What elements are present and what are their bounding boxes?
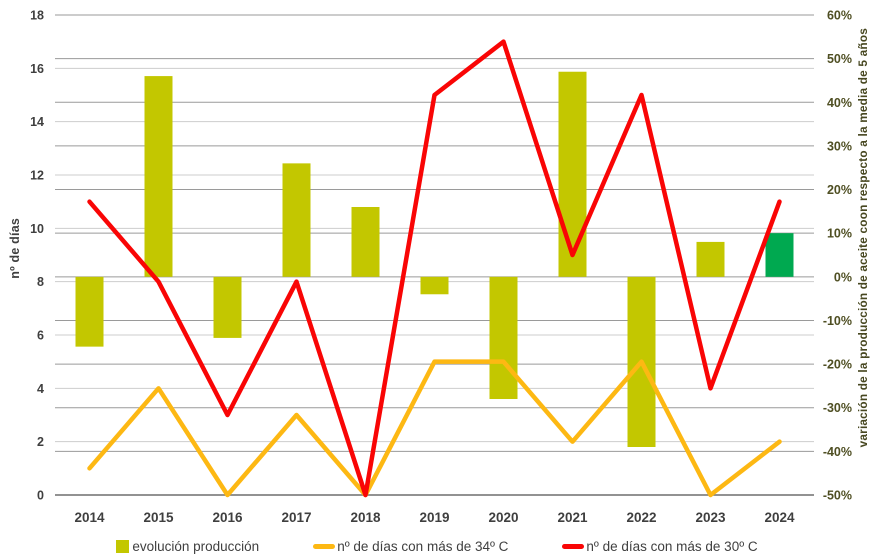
red-line-swatch-icon — [562, 544, 585, 549]
bar-2019 — [420, 276, 449, 295]
bar-2018 — [351, 207, 380, 277]
right-axis-tick: 10% — [827, 227, 852, 241]
right-axis-tick: -20% — [823, 358, 852, 372]
left-axis-tick: 6 — [37, 329, 44, 343]
bar-2016 — [213, 276, 242, 338]
legend-item-dias-34: nº de días con más de 34º C — [313, 539, 508, 554]
bar-2021 — [558, 71, 587, 277]
legend-item-produccion: evolución producción — [116, 539, 259, 554]
left-axis-tick: 4 — [37, 382, 44, 396]
legend-label-produccion: evolución producción — [132, 539, 260, 554]
line-series-dias-30 — [87, 39, 782, 498]
bar-2015 — [144, 76, 173, 277]
bar-2017 — [282, 163, 311, 277]
bar-2020 — [489, 276, 518, 399]
right-axis-tick: 40% — [827, 96, 852, 110]
x-axis-tick-2020: 2020 — [488, 510, 518, 525]
left-axis-title: nº de días — [8, 218, 22, 279]
legend: evolución producción nº de días con más … — [0, 539, 874, 554]
x-axis-tick-2015: 2015 — [143, 510, 174, 525]
x-axis-tick-2018: 2018 — [350, 510, 381, 525]
left-axis-tick: 8 — [37, 275, 44, 289]
bar-2023 — [696, 241, 725, 277]
right-axis-tick: -10% — [823, 314, 852, 328]
x-axis-tick-2023: 2023 — [695, 510, 726, 525]
left-axis-tick: 10 — [30, 222, 44, 236]
x-axis-tick-2019: 2019 — [419, 510, 449, 525]
right-axis-tick: -40% — [823, 445, 852, 459]
right-axis-tick: -50% — [823, 489, 852, 503]
line-series-dias-34 — [87, 359, 782, 498]
left-axis-tick: 16 — [30, 62, 44, 76]
right-axis-tick: -30% — [823, 401, 852, 415]
bar-2014 — [75, 276, 104, 347]
x-axis-tick-2024: 2024 — [764, 510, 795, 525]
x-axis-tick-2021: 2021 — [557, 510, 588, 525]
plot-area: 0 2 4 6 8 10 12 14 16 18 -50% -40% -30% -20% -10% 0% 10%… — [30, 9, 852, 526]
bar-2024 — [765, 233, 794, 277]
right-axis-tick: 60% — [827, 9, 852, 23]
left-axis-tick: 18 — [30, 9, 44, 23]
orange-line-swatch-icon — [313, 544, 336, 549]
bar-swatch-icon — [116, 540, 130, 553]
right-axis-tick: 30% — [827, 139, 852, 153]
legend-label-dias-34: nº de días con más de 34º C — [337, 539, 509, 554]
right-axis-title: variación de la producción de aceite coo… — [856, 28, 870, 448]
x-axis-tick-2017: 2017 — [281, 510, 311, 525]
left-axis-tick: 12 — [30, 169, 44, 183]
left-axis-tick: 2 — [37, 435, 44, 449]
legend-item-dias-30: nº de días con más de 30º C — [562, 539, 758, 554]
legend-label-dias-30: nº de días con más de 30º C — [586, 539, 758, 554]
x-axis-tick-2016: 2016 — [212, 510, 243, 525]
right-axis-tick: 50% — [827, 52, 852, 66]
left-axis-tick: 0 — [37, 489, 44, 503]
right-axis-tick: 20% — [827, 183, 852, 197]
right-axis-tick: 0% — [834, 270, 852, 284]
x-axis-tick-2022: 2022 — [626, 510, 656, 525]
x-axis-tick-2014: 2014 — [74, 510, 105, 525]
left-axis-tick: 14 — [30, 115, 44, 129]
